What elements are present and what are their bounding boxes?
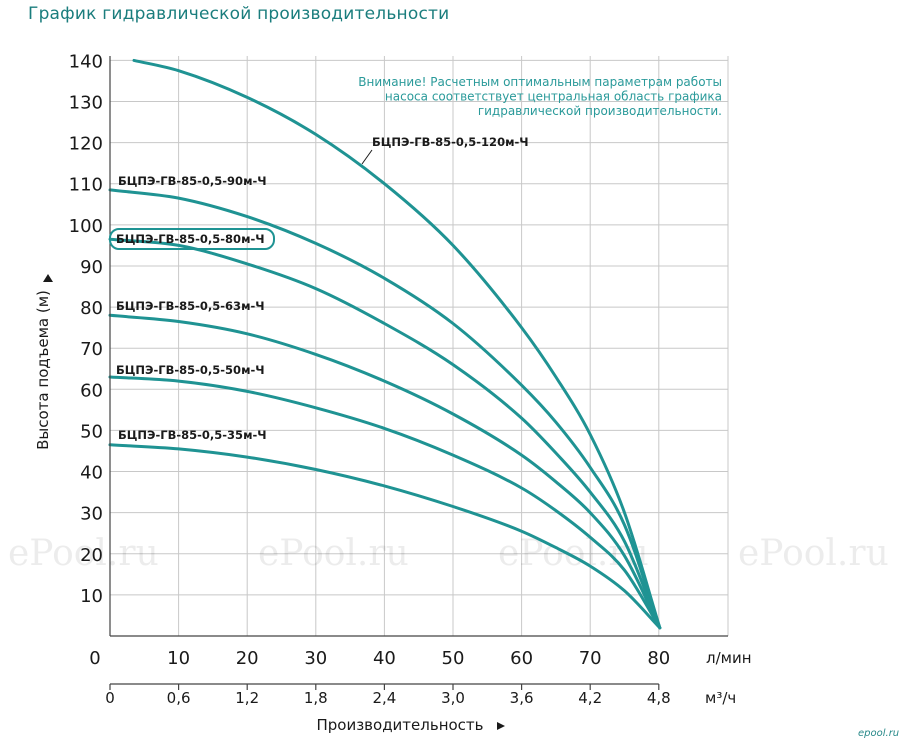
- watermark-text: ePool.ru: [8, 533, 159, 574]
- x2-tick-label: 3,0: [441, 689, 465, 707]
- x-tick-label: 80: [647, 648, 670, 669]
- series-label: БЦПЭ-ГВ-85-0,5-35м-Ч: [118, 428, 267, 442]
- series-curve-3: [108, 313, 662, 630]
- watermark-text: ePool.ru: [258, 533, 409, 574]
- x-tick-label: 40: [373, 648, 396, 669]
- x2-tick-label: 4,2: [578, 689, 602, 707]
- x-tick-label: 70: [579, 648, 602, 669]
- y-tick-label: 40: [80, 463, 103, 484]
- y-tick-label: 100: [69, 216, 103, 237]
- x2-tick-label: 4,8: [647, 689, 671, 707]
- epool-logo: epool.ru: [858, 728, 899, 739]
- series-label: БЦПЭ-ГВ-85-0,5-80м-Ч: [116, 232, 265, 246]
- y-tick-label: 110: [69, 175, 103, 196]
- x2-tick-label: 0,6: [167, 689, 191, 707]
- x2-tick-label: 2,4: [372, 689, 396, 707]
- x-unit-label: л/мин: [706, 649, 752, 667]
- series-label: БЦПЭ-ГВ-85-0,5-63м-Ч: [116, 299, 265, 313]
- x-axis-title: Производительность: [316, 716, 483, 734]
- series-label: БЦПЭ-ГВ-85-0,5-90м-Ч: [118, 174, 267, 188]
- y-tick-label: 30: [80, 504, 103, 525]
- y-tick-label: 140: [69, 51, 103, 72]
- y-tick-label: 60: [80, 380, 103, 401]
- y-tick-label: 90: [80, 257, 103, 278]
- note-line: Внимание! Расчетным оптимальным параметр…: [358, 75, 722, 89]
- x2-unit-label: м³/ч: [705, 689, 736, 707]
- note-line: насоса соответствует центральная область…: [385, 90, 722, 104]
- page-title: График гидравлической производительности: [28, 4, 450, 24]
- y-axis-title: Высота подъема (м): [34, 290, 52, 450]
- watermark-text: ePool.ru: [498, 533, 649, 574]
- series-label: БЦПЭ-ГВ-85-0,5-50м-Ч: [116, 363, 265, 377]
- y-axis-arrow-icon: [43, 274, 53, 282]
- x-tick-label: 50: [442, 648, 465, 669]
- series-curve-5: [108, 443, 662, 630]
- y-tick-label: 130: [69, 93, 103, 114]
- y-tick-label: 80: [80, 298, 103, 319]
- x2-tick-label: 1,8: [304, 689, 328, 707]
- watermark-text: ePool.ru: [738, 533, 889, 574]
- series-label: БЦПЭ-ГВ-85-0,5-120м-Ч: [372, 135, 529, 149]
- series-leader-line: [361, 149, 373, 165]
- y-tick-label: 50: [80, 421, 103, 442]
- x-tick-label: 10: [167, 648, 190, 669]
- performance-curves: [108, 58, 662, 630]
- x-axis-arrow-icon: [497, 722, 505, 730]
- series-curve-0: [132, 58, 662, 630]
- x-tick-label: 30: [304, 648, 327, 669]
- series-curve-1: [108, 188, 662, 630]
- series-curve-2: [108, 237, 662, 630]
- note-line: гидравлической производительности.: [478, 104, 722, 118]
- y-tick-label: 20: [80, 545, 103, 566]
- chart-axes: 10 20 30 40 50 60 70 80 90 100 110 120 130 140 0 10 20 30…: [34, 51, 752, 734]
- x2-tick-label: 1,2: [235, 689, 259, 707]
- attention-note: Внимание! Расчетным оптимальным параметр…: [358, 75, 722, 118]
- x2-tick-label: 0: [105, 689, 115, 707]
- y-tick-label: 10: [80, 586, 103, 607]
- series-labels: БЦПЭ-ГВ-85-0,5-120м-Ч БЦПЭ-ГВ-85-0,5-90м-…: [109, 135, 529, 442]
- x2-tick-label: 3,6: [510, 689, 534, 707]
- y-tick-label: 120: [69, 134, 103, 155]
- y-tick-label: 70: [80, 339, 103, 360]
- highlight-frame: [109, 228, 275, 250]
- x-tick-label: 20: [236, 648, 259, 669]
- series-curve-4: [108, 375, 662, 630]
- x-tick-label: 0: [89, 648, 100, 669]
- x-tick-label: 60: [510, 648, 533, 669]
